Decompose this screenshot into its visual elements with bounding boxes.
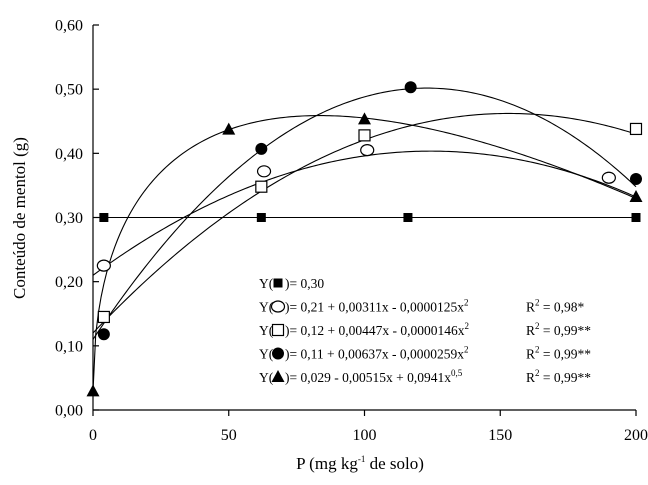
data-point-square-filled — [403, 213, 413, 222]
y-axis-label: Conteúdo de mentol (g) — [10, 137, 29, 299]
legend-equation-body: )= 0,029 - 0,00515x + 0,0941x — [285, 370, 451, 385]
legend-r-squared: R2 = 0,98* — [526, 298, 585, 315]
y-tick-label: 0,30 — [55, 210, 83, 227]
x-tick-label: 100 — [353, 427, 377, 444]
legend-row: Y()= 0,11 + 0,00637x - 0,0000259x2 R2 = 0… — [259, 345, 591, 362]
legend-prefix: Y( — [259, 300, 274, 315]
legend-r-squared-exponent: 2 — [535, 368, 540, 378]
data-point-square-open — [358, 129, 371, 142]
legend-equation-exponent: 2 — [464, 298, 469, 308]
data-point-triangle-filled — [86, 384, 100, 397]
data-point-circle-open — [256, 165, 272, 178]
data-point-square-filled — [99, 213, 109, 222]
x-tick-label: 50 — [221, 427, 237, 444]
data-point-triangle-filled — [629, 189, 643, 202]
legend-marker-circle-filled — [272, 347, 284, 360]
y-tick-label: 0,40 — [55, 146, 83, 163]
legend-r-squared: R2 = 0,99** — [526, 321, 591, 338]
legend-r-squared: R2 = 0,99** — [526, 345, 591, 362]
legend-equation: )= 0,21 + 0,00311x - 0,0000125x2 — [285, 298, 468, 315]
plot-area: 0,000,100,200,300,400,500,60 0 50 100 150 20… — [55, 18, 648, 445]
x-tick-label: 0 — [89, 427, 97, 444]
legend-equation-exponent: 2 — [464, 345, 469, 355]
data-point-triangle-filled — [222, 122, 236, 135]
data-point-circle-open — [360, 144, 375, 157]
data-point-circle-open — [601, 171, 616, 184]
data-point-triangle-filled — [358, 112, 371, 125]
y-tick-label: 0,20 — [55, 274, 83, 291]
x-axis-label-suffix: de solo) — [365, 454, 424, 473]
legend-row: Y()= 0,21 + 0,00311x - 0,0000125x2 R2 = 0… — [259, 298, 585, 315]
y-ticks: 0,00 0,10 0,20 0,30 0,40 0,50 0,60 — [55, 18, 99, 420]
legend-equation-body: )= 0,30 — [285, 276, 324, 291]
legend-equation-body: )= 0,12 + 0,00447x - 0,0000146x — [285, 323, 465, 338]
legend-r-squared-exponent: 2 — [535, 345, 540, 355]
y-tick-label: 0,10 — [55, 338, 83, 355]
x-tick-label: 200 — [624, 427, 648, 444]
legend-r-squared-symbol: R — [526, 370, 535, 385]
legend-prefix: Y( — [259, 323, 274, 338]
legend-marker-square-open — [271, 323, 285, 337]
legend: Y( )= 0,30 Y( )= 0,21 + 0,00311x - 0,000012… — [259, 276, 591, 385]
data-point-circle-filled — [97, 328, 110, 341]
legend-r-squared-symbol: R — [526, 323, 535, 338]
legend-equation: )= 0,029 - 0,00515x + 0,0941x0,5 — [285, 368, 463, 385]
legend-equation: )= 0,30 — [285, 276, 324, 291]
legend-prefix: Y( — [259, 276, 274, 291]
data-point-square-open — [97, 310, 110, 324]
regression-curve-circle-filled — [92, 87, 637, 340]
legend-r-squared-value: = 0,99** — [540, 323, 592, 338]
legend-row: Y( )= 0,30 — [259, 276, 324, 291]
data-point-circle-filled — [255, 142, 268, 155]
y-tick-label: 0,60 — [55, 18, 83, 35]
legend-equation: )= 0,11 + 0,00637x - 0,0000259x2 — [285, 345, 468, 362]
data-point-circle-filled — [630, 173, 642, 185]
x-axis-label-sup: -1 — [358, 454, 366, 464]
data-point-circle-filled — [404, 81, 417, 94]
legend-equation-body: )= 0,21 + 0,00311x - 0,0000125x — [285, 300, 464, 315]
legend-marker-circle-open — [270, 300, 286, 313]
legend-equation-body: )= 0,11 + 0,00637x - 0,0000259x — [285, 347, 464, 362]
legend-equation-exponent: 0,5 — [451, 368, 463, 378]
legend-row: Y()= 0,12 + 0,00447x - 0,0000146x2 R2 = 0… — [259, 321, 591, 338]
data-point-square-open — [629, 122, 643, 136]
legend-equation-exponent: 2 — [464, 321, 469, 331]
legend-r-squared-exponent: 2 — [535, 321, 540, 331]
legend-r-squared: R2 = 0,99** — [526, 368, 591, 385]
legend-marker-triangle-filled — [271, 370, 285, 382]
data-point-circle-open — [96, 259, 111, 272]
data-point-square-filled — [256, 213, 266, 222]
x-tick-label: 150 — [488, 427, 512, 444]
data-point-square-filled — [631, 213, 641, 222]
data-markers — [86, 81, 643, 397]
regression-curve-circle-open — [92, 150, 637, 276]
legend-marker-square-filled — [273, 278, 283, 288]
x-ticks: 0 50 100 150 200 — [89, 410, 648, 444]
legend-r-squared-exponent: 2 — [535, 298, 540, 308]
legend-prefix: Y( — [259, 370, 274, 385]
x-axis-label-prefix: P (mg kg — [296, 454, 358, 473]
legend-r-squared-value: = 0,98* — [540, 300, 585, 315]
x-axis-label: P (mg kg-1 de solo) — [296, 454, 424, 473]
legend-r-squared-value: = 0,99** — [540, 370, 592, 385]
legend-r-squared-symbol: R — [526, 300, 535, 315]
y-tick-label: 0,50 — [55, 82, 83, 99]
legend-r-squared-value: = 0,99** — [540, 347, 592, 362]
legend-prefix: Y( — [259, 347, 274, 362]
legend-equation: )= 0,12 + 0,00447x - 0,0000146x2 — [285, 321, 469, 338]
legend-row: Y( )= 0,029 - 0,00515x + 0,0941x0,5 R2 = 0… — [259, 368, 591, 385]
y-tick-label: 0,00 — [55, 403, 83, 420]
data-point-square-open — [255, 180, 268, 193]
legend-r-squared-symbol: R — [526, 347, 535, 362]
